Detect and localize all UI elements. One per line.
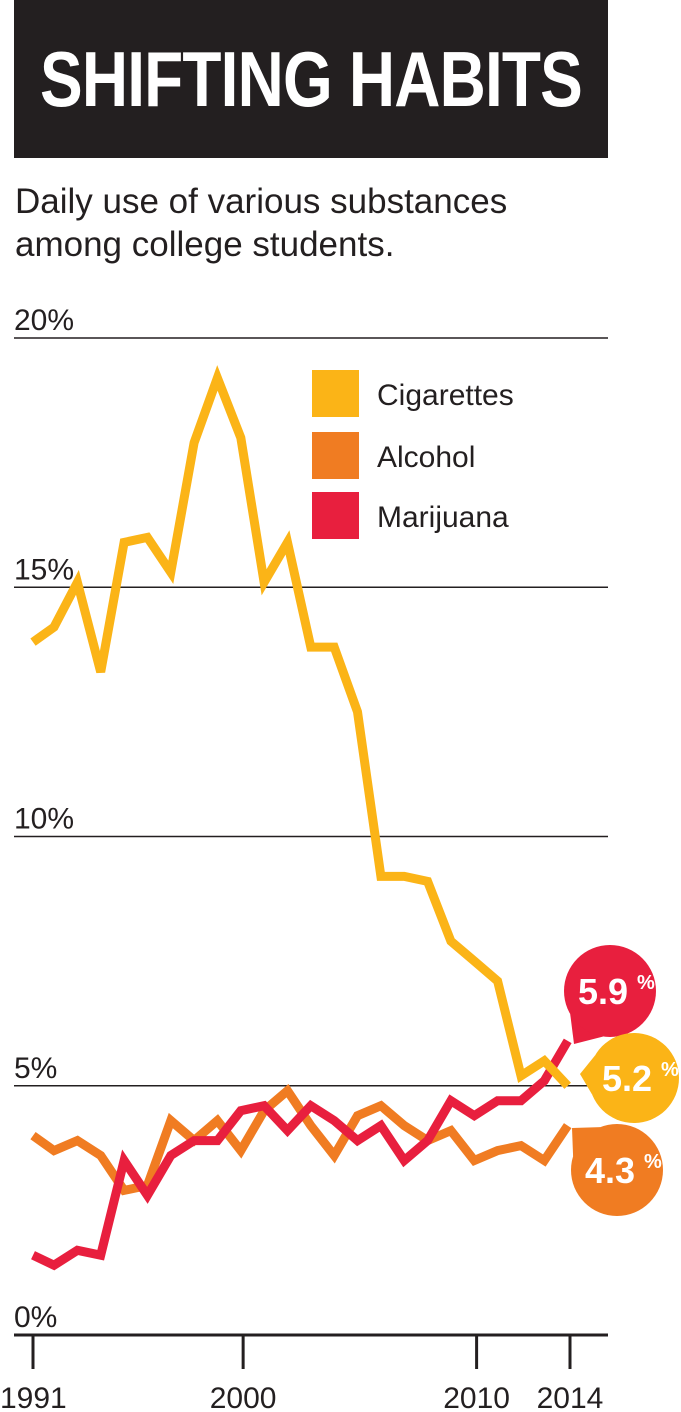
badge-alcohol [571, 1124, 663, 1216]
series-line-marijuana [31, 1038, 572, 1271]
badge-percent-marijuana: % [637, 972, 655, 994]
x-tick-label-2014: 2014 [537, 1382, 604, 1412]
legend-swatch-cigarettes [312, 370, 359, 417]
x-tick-label-1991: 1991 [0, 1382, 67, 1412]
y-tick-label-0: 0% [14, 1301, 57, 1334]
badge-cigarettes [589, 1033, 679, 1123]
chart-title: SHIFTING HABITS [39, 34, 583, 123]
legend-label-alcohol: Alcohol [377, 441, 475, 474]
x-tick-label-2010: 2010 [443, 1382, 510, 1412]
badge-percent-cigarettes: % [661, 1059, 679, 1081]
legend-label-cigarettes: Cigarettes [377, 379, 514, 412]
badge-value-alcohol: 4.3 [585, 1150, 635, 1191]
badge-value-marijuana: 5.9 [578, 971, 628, 1012]
title-banner: SHIFTING HABITS [14, 0, 608, 158]
badge-value-cigarettes: 5.2 [602, 1058, 652, 1099]
legend-swatch-alcohol [312, 432, 359, 479]
series-line-cigarettes [30, 365, 571, 1089]
y-tick-label-15: 15% [14, 553, 74, 586]
legend-swatch-marijuana [312, 492, 359, 539]
y-tick-label-20: 20% [14, 304, 74, 337]
chart-subtitle: Daily use of various substances among co… [15, 182, 508, 264]
badge-marijuana [564, 945, 656, 1037]
y-tick-label-5: 5% [14, 1052, 57, 1085]
legend-label-marijuana: Marijuana [377, 501, 509, 534]
y-tick-label-10: 10% [14, 803, 74, 836]
badge-percent-alcohol: % [644, 1151, 662, 1173]
x-tick-label-2000: 2000 [210, 1382, 277, 1412]
